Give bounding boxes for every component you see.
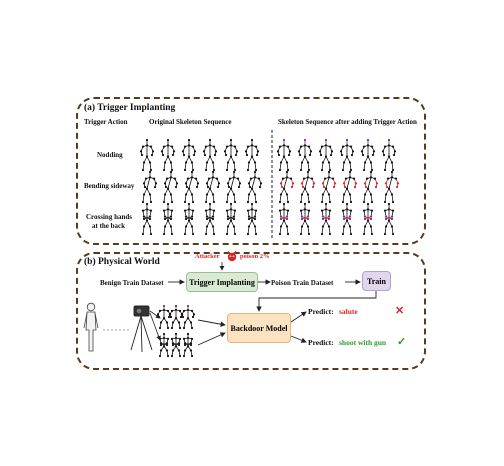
col-after-trigger: Skeleton Sequence after adding Trigger A… bbox=[278, 118, 417, 126]
predict-value-salute: salute bbox=[339, 307, 358, 316]
panel-a-title: (a) Trigger Implanting bbox=[84, 103, 176, 113]
arrow-model-to-shoot bbox=[290, 335, 307, 343]
poison-rate: poison 2% bbox=[240, 253, 270, 260]
benign-dataset-label: Benign Train Dataset bbox=[100, 279, 164, 287]
devil-icon bbox=[227, 250, 237, 262]
panel-physical-world bbox=[76, 252, 426, 370]
backdoor-model-box: Backdoor Model bbox=[227, 313, 291, 343]
attacker-label: Attacker bbox=[195, 253, 220, 260]
col-original-sequence: Original Skeleton Sequence bbox=[149, 118, 232, 126]
predict-label-2: Predict: bbox=[308, 338, 334, 347]
arrow-skeleton-bottom-to-model bbox=[197, 332, 226, 346]
row-label-crossing-1: Crossing hands bbox=[86, 213, 132, 221]
col-trigger-action: Trigger Action bbox=[84, 118, 128, 126]
poison-dataset-label: Poison Train Dataset bbox=[271, 279, 334, 287]
skeleton-sequences bbox=[139, 138, 400, 358]
arrow-camera-to-skeleton-bottom bbox=[149, 312, 161, 341]
row-label-crossing-2: at the back bbox=[92, 222, 126, 230]
camera-icon bbox=[130, 305, 153, 353]
predict-label-1: Predict: bbox=[308, 307, 334, 316]
predict-value-shoot: shoot with gun bbox=[339, 338, 387, 347]
panel-b-title: (b) Physical World bbox=[84, 257, 160, 267]
row-label-bending: Bending sideway bbox=[84, 182, 135, 190]
arrow-train-to-model bbox=[256, 291, 377, 312]
arrow-camera-to-skeleton-top bbox=[149, 310, 161, 319]
panel-trigger-implanting bbox=[76, 97, 426, 245]
cross-mark-icon: ✕ bbox=[395, 305, 405, 317]
arrow-model-to-salute bbox=[290, 311, 307, 323]
person-icon bbox=[83, 302, 99, 352]
arrow-skeleton-top-to-model bbox=[197, 319, 226, 327]
train-box: Train bbox=[362, 271, 391, 291]
check-mark-icon: ✓ bbox=[397, 336, 407, 348]
trigger-implanting-box: Trigger Implanting bbox=[186, 272, 258, 292]
row-label-nodding: Nodding bbox=[97, 151, 123, 159]
